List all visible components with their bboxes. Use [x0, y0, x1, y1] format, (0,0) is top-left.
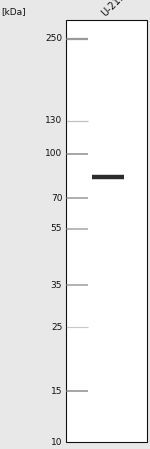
Text: 10: 10: [51, 438, 62, 447]
Text: 35: 35: [51, 281, 62, 290]
Text: 250: 250: [45, 34, 62, 43]
Text: 70: 70: [51, 194, 62, 203]
Text: U-2197: U-2197: [100, 0, 132, 18]
Text: 25: 25: [51, 323, 62, 332]
Text: 100: 100: [45, 149, 62, 158]
Text: [kDa]: [kDa]: [2, 8, 26, 17]
Text: 15: 15: [51, 387, 62, 396]
Text: 55: 55: [51, 224, 62, 233]
Bar: [66, 20, 147, 442]
Text: 130: 130: [45, 116, 62, 125]
